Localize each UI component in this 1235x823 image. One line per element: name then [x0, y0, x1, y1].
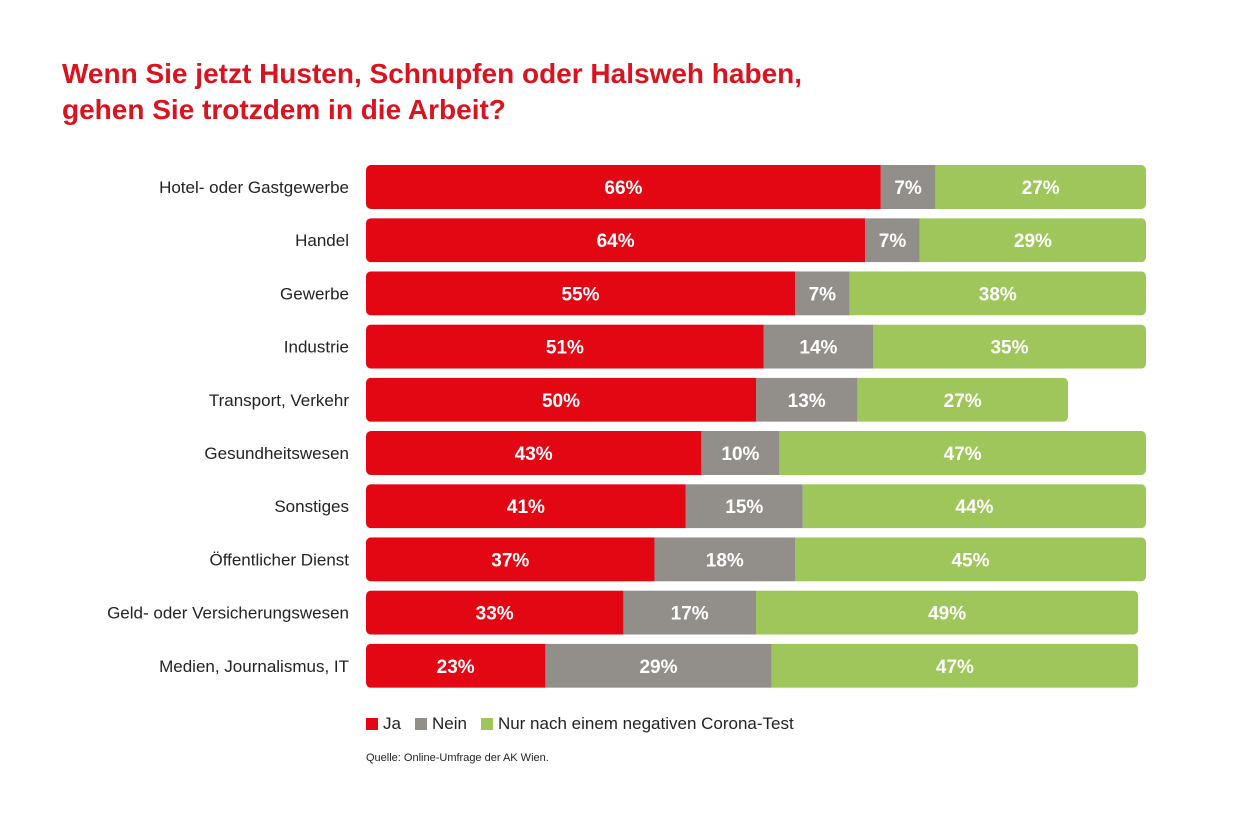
value-label: 44%: [955, 497, 993, 518]
legend-swatch: [414, 718, 427, 730]
bar-segment-corona-test: [779, 431, 1146, 475]
value-label: 17%: [671, 604, 709, 625]
value-label: 41%: [507, 497, 545, 518]
value-label: 7%: [809, 284, 837, 305]
bar-segment-ja: [366, 590, 624, 635]
value-label: 33%: [476, 604, 514, 625]
bar-segment-ja: [366, 484, 686, 529]
bar-row: Transport, Verkehr 50% 13% 27%: [209, 377, 1068, 422]
bar-segment-nein: [685, 484, 803, 529]
bar-row: Medien, Journalismus, IT 23% 29% 47%: [159, 643, 1139, 688]
bar-segment-nein: [623, 590, 756, 635]
bar-segment-corona-test: [756, 590, 1139, 635]
bar-row: Gewerbe 55% 7% 38%: [280, 271, 1146, 316]
value-label: 23%: [437, 657, 475, 678]
category-label: Hotel- oder Gastgewerbe: [159, 178, 349, 197]
category-label: Sonstiges: [274, 497, 349, 516]
category-label: Gesundheitswesen: [204, 444, 349, 463]
value-label: 27%: [944, 391, 982, 412]
chart-title-line-2: gehen Sie trotzdem in die Arbeit?: [62, 94, 506, 125]
legend-item: Nur nach einem negativen Corona-Test: [480, 714, 794, 734]
bar-row: Industrie 51% 14% 35%: [284, 324, 1146, 369]
category-label: Transport, Verkehr: [209, 391, 349, 410]
value-label: 18%: [706, 550, 744, 571]
value-label: 64%: [597, 231, 635, 252]
bar-segment-corona-test: [857, 377, 1068, 422]
value-label: 47%: [944, 444, 982, 465]
legend-swatch: [366, 718, 378, 730]
category-label: Handel: [295, 231, 349, 250]
value-label: 43%: [515, 444, 553, 465]
value-label: 49%: [928, 604, 966, 625]
value-label: 7%: [894, 178, 922, 199]
legend-label: Nein: [431, 714, 467, 733]
category-label: Medien, Journalismus, IT: [159, 657, 349, 676]
legend-item: Ja: [366, 714, 401, 734]
bar-segment-ja: [366, 271, 795, 316]
chart-title: Wenn Sie jetzt Husten, Schnupfen oder Ha…: [62, 56, 1062, 128]
value-label: 15%: [725, 497, 763, 518]
value-label: 47%: [936, 657, 974, 678]
bar-segment-corona-test: [771, 643, 1139, 688]
bar-segment-ja: [366, 377, 756, 422]
value-label: 66%: [604, 178, 642, 199]
bar-row: Handel 64% 7% 29%: [295, 218, 1146, 263]
value-label: 45%: [951, 550, 989, 571]
bar-segment-ja: [366, 643, 546, 688]
bar-row: Öffentlicher Dienst 37% 18% 45%: [209, 537, 1146, 582]
bar-segment-nein: [880, 165, 936, 209]
value-label: 10%: [721, 444, 759, 465]
category-label: Geld- oder Versicherungswesen: [107, 604, 349, 623]
bar-segment-nein: [756, 377, 858, 422]
category-label: Gewerbe: [280, 284, 349, 303]
bar-row: Hotel- oder Gastgewerbe 66% 7% 27%: [159, 165, 1146, 209]
bar-segment-corona-test: [849, 271, 1146, 316]
bar-segment-corona-test: [873, 324, 1146, 369]
bar-segment-ja: [366, 537, 655, 582]
chart-title-line-1: Wenn Sie jetzt Husten, Schnupfen oder Ha…: [62, 58, 803, 89]
value-label: 35%: [990, 338, 1028, 359]
value-label: 50%: [542, 391, 580, 412]
value-label: 55%: [561, 284, 599, 305]
value-label: 51%: [546, 338, 584, 359]
bar-segment-corona-test: [935, 165, 1146, 209]
value-label: 29%: [1014, 231, 1052, 252]
bar-segment-ja: [366, 218, 866, 263]
value-label: 14%: [799, 338, 837, 359]
bar-segment-corona-test: [919, 218, 1146, 263]
bar-segment-ja: [366, 324, 764, 369]
bar-segment-nein: [865, 218, 920, 263]
value-label: 13%: [788, 391, 826, 412]
legend-swatch: [480, 718, 493, 730]
value-label: 29%: [639, 657, 677, 678]
bar-segment-corona-test: [795, 537, 1146, 582]
bar-segment-nein: [763, 324, 873, 369]
bar-row: Geld- oder Versicherungswesen 33% 17% 49%: [107, 590, 1139, 635]
bar-segment-nein: [795, 271, 850, 316]
value-label: 37%: [491, 550, 529, 571]
category-label: Industrie: [284, 338, 349, 357]
value-label: 27%: [1022, 178, 1060, 199]
value-label: 7%: [879, 231, 907, 252]
legend-item: Nein: [414, 714, 467, 734]
legend-label: Ja: [383, 714, 401, 733]
value-label: 38%: [979, 284, 1017, 305]
category-label: Öffentlicher Dienst: [209, 550, 349, 569]
bar-segment-nein: [654, 537, 795, 582]
bar-segment-ja: [366, 431, 702, 475]
bar-segment-nein: [701, 431, 780, 475]
bar-segment-ja: [366, 165, 881, 209]
bar-segment-nein: [545, 643, 772, 688]
source-note: Quelle: Online-Umfrage der AK Wien.: [366, 752, 549, 764]
bar-row: Sonstiges 41% 15% 44%: [274, 484, 1146, 529]
bar-row: Gesundheitswesen 43% 10% 47%: [204, 431, 1146, 475]
legend-label: Nur nach einem negativen Corona-Test: [497, 714, 794, 733]
chart-legend: Ja Nein Nur nach einem negativen Corona-Te…: [366, 714, 794, 734]
bar-segment-corona-test: [802, 484, 1146, 529]
